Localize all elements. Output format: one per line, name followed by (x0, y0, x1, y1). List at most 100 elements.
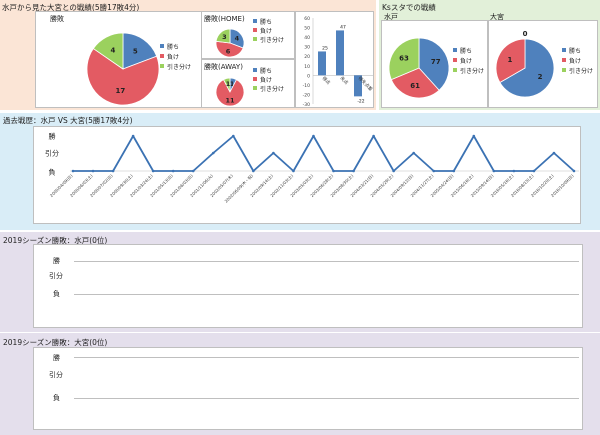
history-point (332, 169, 335, 173)
section-title: 水戸から見た大宮との戦績(5勝17敗4分) (2, 3, 140, 12)
y-tick-label: -30 (303, 102, 310, 108)
chart-away: 勝敗(AWAY) 1 11 1 勝ち 負け 引き分け (201, 59, 295, 108)
section-title: Ksスタでの戦績 (382, 3, 436, 12)
pie-slice-win (418, 37, 450, 91)
pie-data-label: 1 (226, 80, 231, 88)
x-tick-label: 失点 (339, 75, 351, 87)
pie-data-label: 11 (225, 97, 235, 105)
pie-data-label: 4 (235, 35, 240, 43)
chart-title: 大宮 (490, 13, 504, 21)
legend-item: 引き分け (253, 36, 284, 45)
bar (354, 75, 362, 97)
pie-slice-win (499, 38, 555, 98)
legend: 勝ち 負け 引き分け (160, 43, 191, 73)
history-point (412, 151, 415, 155)
y-tick-label: 30 (304, 45, 310, 51)
gridline (74, 261, 579, 262)
legend-item: 負け (253, 76, 284, 85)
pie-slice-lose (390, 67, 440, 99)
legend-item: 負け (453, 57, 484, 67)
pie-data-label: 0 (523, 30, 528, 38)
history-point (432, 169, 436, 173)
history-point (512, 169, 516, 173)
section-title: 2019シーズン勝敗：大宮(0位) (3, 338, 108, 347)
pie-home: 46 3 (215, 28, 245, 58)
history-point (71, 169, 75, 173)
chart-title: 勝敗(HOME) (204, 15, 245, 23)
legend-item: 引き分け (253, 85, 284, 94)
history-point (171, 169, 175, 173)
chart-2019-omiya: 勝 引分 負 (33, 347, 583, 430)
pie-data-label: 5 (133, 48, 138, 56)
chart-total: 勝敗 5 17 4 勝ち 負け 引き分け (35, 11, 223, 108)
pie-data-label: 61 (410, 82, 420, 90)
pie-slice-draw (92, 32, 124, 70)
bar-data-label: 47 (340, 24, 346, 30)
pie-slice-win (229, 28, 245, 49)
legend-item: 勝ち (253, 67, 284, 76)
legend-item: 引き分け (562, 67, 593, 77)
y-tick-label: -20 (303, 92, 310, 98)
history-point (232, 134, 235, 138)
pie-data-label: 4 (111, 46, 116, 54)
pie-ks-mito: 77 61 63 (388, 37, 450, 99)
y-label-win: 勝 (53, 354, 60, 362)
history-point (492, 169, 496, 173)
pie-data-label: 63 (399, 54, 409, 62)
section-title: 過去戦歴：水戸 VS 大宮(5勝17敗4分) (3, 116, 133, 125)
pie-data-label: 1 (507, 56, 512, 64)
legend: 勝ち 負け 引き分け (253, 67, 284, 94)
bar-data-label: -22 (357, 98, 364, 104)
pie-slice-lose (495, 38, 526, 84)
pie-data-label: 1 (230, 80, 235, 88)
legend-item: 勝ち (160, 43, 191, 53)
chart-title: 水戸 (384, 13, 398, 21)
y-label-draw: 引分 (49, 272, 63, 280)
pie-slice-draw (215, 28, 231, 44)
pie-slice-lose (215, 79, 245, 107)
legend-item: 負け (160, 53, 191, 63)
y-tick-label: 10 (304, 64, 310, 70)
y-tick-label: 20 (304, 54, 310, 60)
chart-ks-omiya: 大宮 2 1 0 勝ち 負け 引き分け (488, 13, 598, 108)
x-axis (74, 398, 579, 399)
history-point (452, 169, 456, 173)
history-point (111, 169, 115, 173)
section-title: 2019シーズン勝敗：水戸(0位) (3, 236, 108, 245)
history-point (532, 169, 536, 173)
x-axis (74, 294, 579, 295)
chart-title: 勝敗 (50, 15, 64, 23)
legend: 勝ち 負け 引き分け (453, 47, 484, 77)
x-tick-label: 得点 (321, 75, 333, 87)
legend: 勝ち 負け 引き分け (253, 18, 284, 45)
pie-slice-draw (222, 77, 231, 93)
pie-data-label: 17 (116, 87, 126, 95)
history-point (91, 169, 95, 173)
history-point (131, 134, 135, 138)
y-label: 負 (49, 168, 56, 177)
bar-data-label: 25 (322, 45, 328, 51)
pie-total: 5 17 4 (86, 32, 160, 106)
history-point (191, 169, 195, 173)
history-point (312, 134, 315, 138)
y-label: 勝 (49, 132, 56, 141)
history-point (151, 169, 155, 173)
pie-slice-lose (215, 40, 244, 58)
legend: 勝ち 負け 引き分け (562, 47, 593, 77)
history-point (352, 169, 355, 173)
legend-item: 勝ち (562, 47, 593, 57)
chart-title: 勝敗(AWAY) (204, 63, 243, 71)
chart-ks-mito: 水戸 77 61 63 勝ち 負け 引き分け (381, 13, 488, 108)
pie-slice-win (122, 32, 158, 70)
legend-item: 負け (253, 27, 284, 36)
y-label: 引分 (45, 149, 59, 158)
pie-data-label: 2 (538, 73, 543, 81)
pie-data-label: 77 (431, 58, 441, 66)
pie-ks-omiya: 2 1 0 (495, 30, 555, 98)
chart-history: 勝引分負 2000/04/09(日) 2000/06/03(土) 2000/07/02… (33, 126, 581, 224)
history-point (472, 134, 476, 138)
history-point (252, 169, 255, 173)
gridline (74, 357, 579, 358)
